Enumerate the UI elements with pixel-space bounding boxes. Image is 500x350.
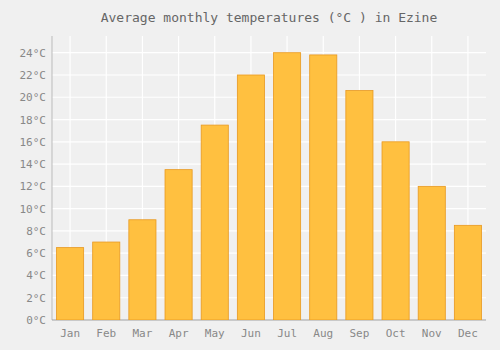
x-tick-label: Dec xyxy=(458,327,478,340)
bar xyxy=(57,248,84,320)
y-tick-label: 22°C xyxy=(20,69,47,82)
grid-line xyxy=(52,74,486,75)
bar xyxy=(418,186,445,320)
y-tick-label: 20°C xyxy=(20,91,47,104)
y-axis-line xyxy=(52,36,53,320)
bar xyxy=(237,75,264,320)
x-tick-label: Jan xyxy=(60,327,80,340)
x-tick-label: Mar xyxy=(132,327,152,340)
x-tick-label: Aug xyxy=(313,327,333,340)
x-tick-label: Apr xyxy=(169,327,189,340)
grid-line xyxy=(52,97,486,98)
bar xyxy=(274,53,301,320)
y-tick-label: 2°C xyxy=(26,292,46,305)
title: Average monthly temperatures (°C ) in Ez… xyxy=(101,10,438,25)
y-tick-label: 16°C xyxy=(20,136,47,149)
y-tick-label: 12°C xyxy=(20,180,47,193)
x-tick-label: Sep xyxy=(349,327,369,340)
background xyxy=(0,0,500,350)
bar xyxy=(129,220,156,320)
y-tick-label: 14°C xyxy=(20,158,47,171)
bar xyxy=(201,125,228,320)
x-tick-label: Oct xyxy=(386,327,406,340)
y-tick-label: 4°C xyxy=(26,269,46,282)
y-tick-label: 0°C xyxy=(26,314,46,327)
bar xyxy=(165,170,192,320)
y-tick-label: 24°C xyxy=(20,47,47,60)
x-tick-label: Feb xyxy=(96,327,116,340)
bar xyxy=(382,142,409,320)
bar xyxy=(346,91,373,320)
x-tick-label: Jun xyxy=(241,327,261,340)
x-tick-label: Jul xyxy=(277,327,297,340)
bars xyxy=(57,53,482,320)
x-tick-label: May xyxy=(205,327,225,340)
y-tick-label: 18°C xyxy=(20,114,47,127)
y-tick-label: 10°C xyxy=(20,203,47,216)
axes: 0°C 2°C 4°C 6°C 8°C 10°C 12°C 14°C 16°C 18°C 20°C 2… xyxy=(20,36,487,340)
y-tick-label: 8°C xyxy=(26,225,46,238)
grid-line xyxy=(52,163,486,164)
grid xyxy=(52,36,486,320)
bar xyxy=(93,242,120,320)
bar xyxy=(310,55,337,320)
grid-line xyxy=(52,52,486,53)
x-tick-label: Nov xyxy=(422,327,442,340)
grid-line xyxy=(52,119,486,120)
bar xyxy=(454,225,481,320)
grid-line xyxy=(52,141,486,142)
chart: 0°C 2°C 4°C 6°C 8°C 10°C 12°C 14°C 16°C 18°C 20°C 2… xyxy=(0,0,500,350)
y-tick-label: 6°C xyxy=(26,247,46,260)
